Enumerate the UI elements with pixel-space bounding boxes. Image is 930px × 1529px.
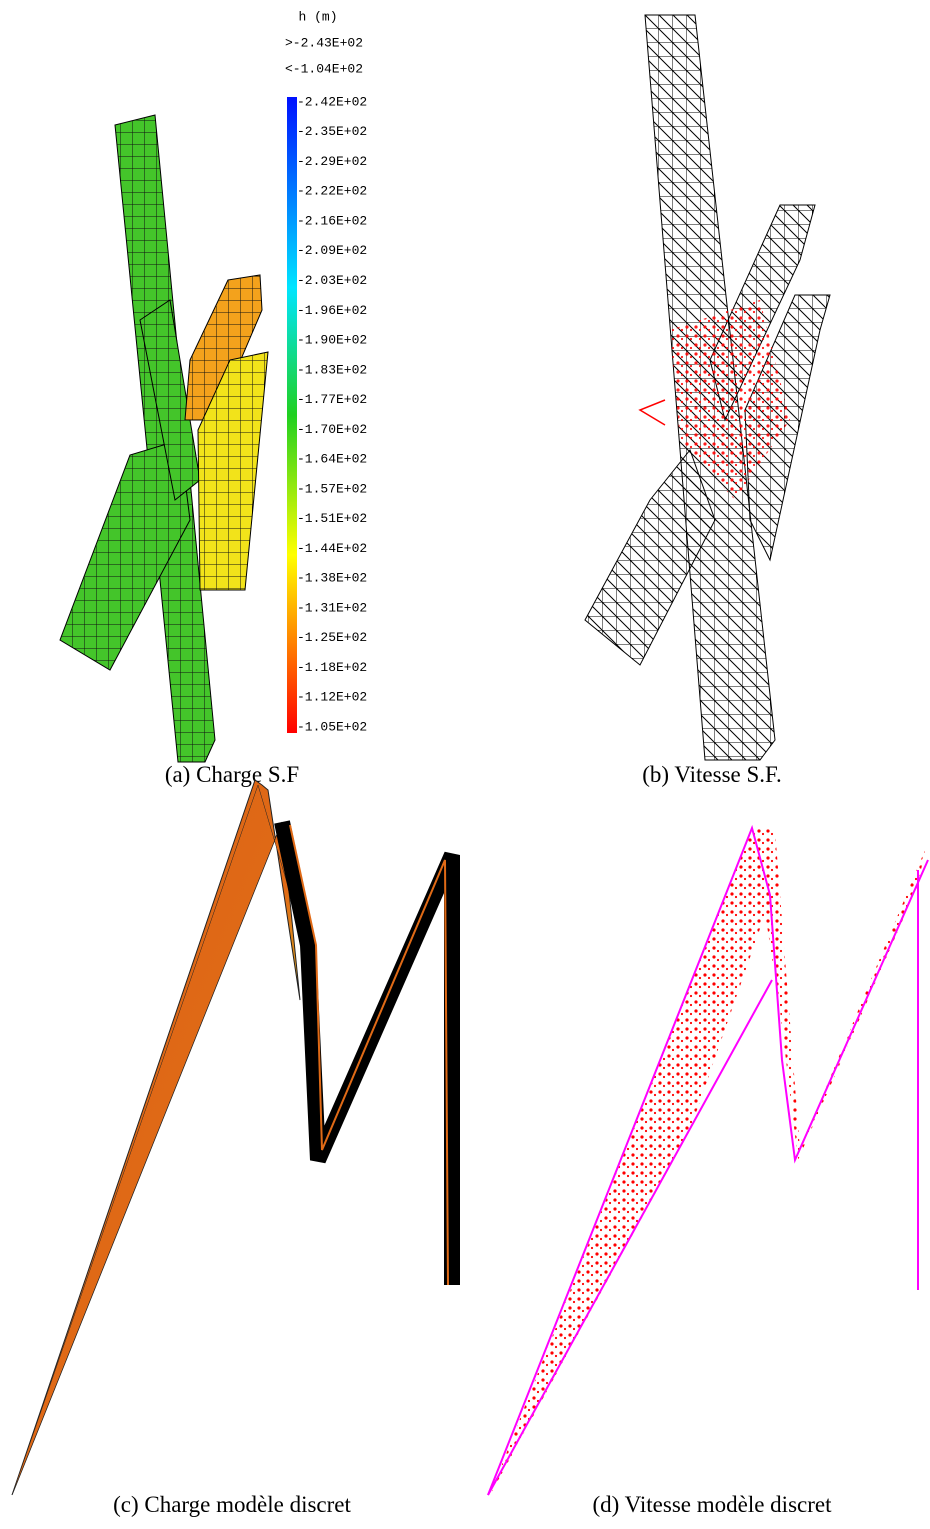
panel-d: (d) Vitesse modèle discret [487,824,929,1517]
caption: (d) Vitesse modèle discret [593,1492,833,1517]
colorbar-label: -1.64E+02 [297,452,367,467]
colorbar-label: -1.77E+02 [297,392,367,407]
velocity-arrow [638,399,666,426]
velocity [670,300,790,500]
caption: (a) Charge S.F [165,762,299,787]
colorbar-label: -1.90E+02 [297,333,367,348]
colorbar-label: -1.05E+02 [297,719,367,734]
velocity [752,828,925,1160]
fracture-edge [289,824,449,1286]
legend-min: <-1.04E+02 [285,61,363,76]
legend-title: h (m) [298,9,337,24]
colorbar-label: -2.35E+02 [297,124,367,139]
caption: (c) Charge modèle discret [113,1492,351,1517]
colorbar-label: -2.29E+02 [297,154,367,169]
colorbar-label: -1.70E+02 [297,422,367,437]
mesh [584,448,716,666]
colorbar-label: -1.12E+02 [297,690,367,705]
colorbar-label: -1.96E+02 [297,303,367,318]
colorbar-label: -1.18E+02 [297,660,367,675]
outline [487,824,929,1496]
colorbar-label: -1.31E+02 [297,600,367,615]
colorbar-label: -2.22E+02 [297,184,367,199]
panel-a: h (m) >-2.43E+02 <-1.04E+02 -2.42E+02 -2.… [59,9,367,787]
panel-c: (c) Charge modèle discret [11,779,460,1517]
velocity [490,828,770,1495]
colorbar-label: -1.83E+02 [297,362,367,377]
surface [11,784,299,1496]
colorbar-label: -2.42E+02 [297,94,367,109]
legend-max: >-2.43E+02 [285,35,363,50]
colorbar-label: -1.57E+02 [297,481,367,496]
legend: h (m) >-2.43E+02 <-1.04E+02 -2.42E+02 -2.… [285,9,367,734]
panel-b: (b) Vitesse S.F. [584,14,831,787]
colorbar-label: -1.38E+02 [297,571,367,586]
colorbar [287,97,297,733]
colorbar-label: -2.09E+02 [297,243,367,258]
fracture [274,820,460,1285]
yellow-branch [197,351,269,591]
colorbar-label: -2.16E+02 [297,213,367,228]
outline [487,979,773,1496]
caption: (b) Vitesse S.F. [642,762,781,787]
colorbar-label: -1.44E+02 [297,541,367,556]
colorbar-label: -1.25E+02 [297,630,367,645]
colorbar-label: -2.03E+02 [297,273,367,288]
colorbar-label: -1.51E+02 [297,511,367,526]
